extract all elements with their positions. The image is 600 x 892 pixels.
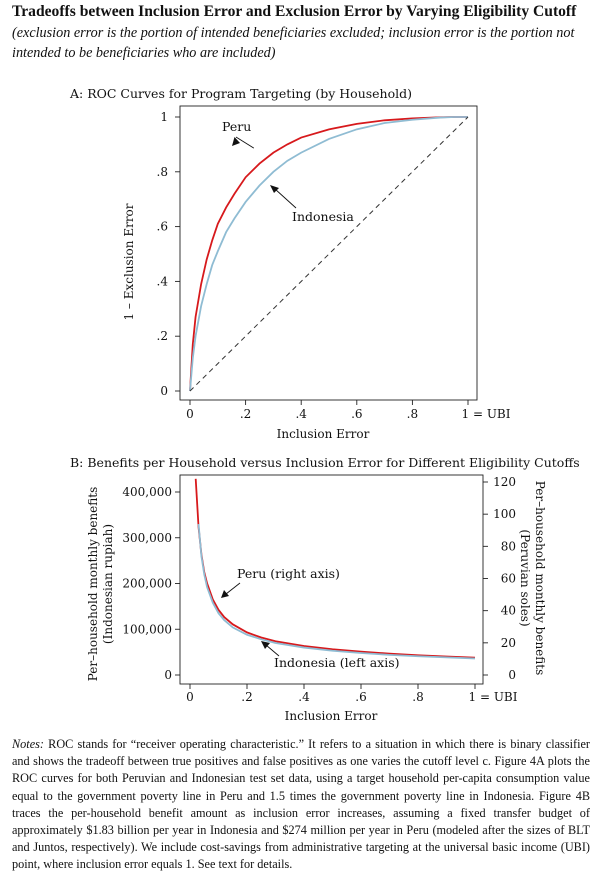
chart-a-diagonal-line [189,116,469,392]
chart-b-x-tick-label: .2 [241,690,252,704]
chart-b-y-axis-label-line1: Per–household monthly benefits [86,487,100,682]
chart-a-x-tick-label: .8 [407,407,418,421]
chart-a-y-tick-label: 0 [160,384,168,398]
chart-a-y-tick-label: .4 [157,274,169,288]
chart-b-x-tick-label: .4 [298,690,310,704]
chart-a-annotation-indonesia: Indonesia [292,209,354,224]
chart-b-x-tick-label: 0 [186,690,194,704]
chart-a-arrow-indonesia [274,188,297,209]
chart-a-annotation-peru: Peru [222,119,251,134]
chart-a-arrowhead-indonesia [270,185,279,193]
chart-b-arrowhead-indonesia [261,641,270,649]
notes-lead: Notes: [12,737,44,751]
figure-title: Tradeoffs between Inclusion Error and Ex… [12,3,577,20]
chart-b-y2-tick-label: 100 [493,507,516,521]
chart-b-y2-tick-label: 80 [501,539,516,553]
chart-a-y-tick-label: .2 [157,329,168,343]
figure-notes: Notes: ROC stands for “receiver operatin… [12,736,590,874]
chart-b-plot-frame [179,474,484,685]
chart-b-title: B: Benefits per Household versus Inclusi… [70,455,580,470]
chart-a-y-tick-label: 1 [160,110,168,124]
chart-a-x-tick-label: 0 [186,407,194,421]
chart-b-x-axis-label: Inclusion Error [285,709,378,723]
chart-b-x-tick-label: .8 [412,690,423,704]
chart-a-x-tick-label: 1 = UBI [462,407,511,421]
chart-b-y-tick-label: 100,000 [122,622,172,636]
chart-b-y2-tick-label: 40 [501,604,516,618]
chart-a-x-axis-label: Inclusion Error [277,427,370,441]
chart-a-y-axis-label: 1 – Exclusion Error [122,203,136,320]
chart-b-annotation-indonesia: Indonesia (left axis) [274,655,400,670]
chart-b-y2-tick-label: 20 [501,636,516,650]
chart-b-y-tick-label: 300,000 [122,531,172,545]
chart-b-y2-tick-label: 120 [493,475,516,489]
chart-b-y2-tick-label: 0 [508,668,516,682]
chart-a-x-tick-label: .2 [240,407,251,421]
chart-b-x-tick-label: .6 [355,690,366,704]
chart-b-series-line-indonesia-left-axis [197,523,476,660]
chart-a-plot-frame [179,105,478,401]
chart-b-y-tick-label: 0 [164,668,172,682]
charts-canvas: A: ROC Curves for Program Targeting (by … [69,86,580,723]
chart-b-y2-tick-label: 60 [501,572,516,586]
chart-b-y-tick-label: 200,000 [122,577,172,591]
chart-b-arrow-peru [225,582,241,595]
notes-text: ROC stands for “receiver operating chara… [12,737,590,872]
chart-a-arrowhead-peru [232,137,240,146]
chart-a-title: A: ROC Curves for Program Targeting (by … [69,86,412,101]
chart-b-arrowhead-peru [221,590,229,598]
chart-a-y-tick-label: .8 [157,165,168,179]
chart-b-y-axis-label-line2: (Indonesian rupiah) [101,524,115,644]
chart-a-series-line-indonesia [189,116,468,392]
chart-b-x-tick-label: 1 = UBI [469,690,518,704]
chart-a-series-line-peru [189,116,468,392]
chart-b-y2-axis-label-line2: (Peruvian soles) [518,529,532,626]
chart-b-arrow-indonesia [265,644,280,657]
figure-subtitle: (exclusion error is the portion of inten… [12,25,575,61]
chart-b-annotation-peru: Peru (right axis) [237,566,340,581]
chart-b-y-tick-label: 400,000 [122,485,172,499]
chart-b-y2-axis-label-line1: Per–household monthly benefits [533,481,547,676]
chart-a-x-tick-label: .4 [295,407,307,421]
chart-a-arrow-peru [235,136,255,149]
chart-a-y-tick-label: .6 [157,220,168,234]
chart-a-x-tick-label: .6 [351,407,362,421]
